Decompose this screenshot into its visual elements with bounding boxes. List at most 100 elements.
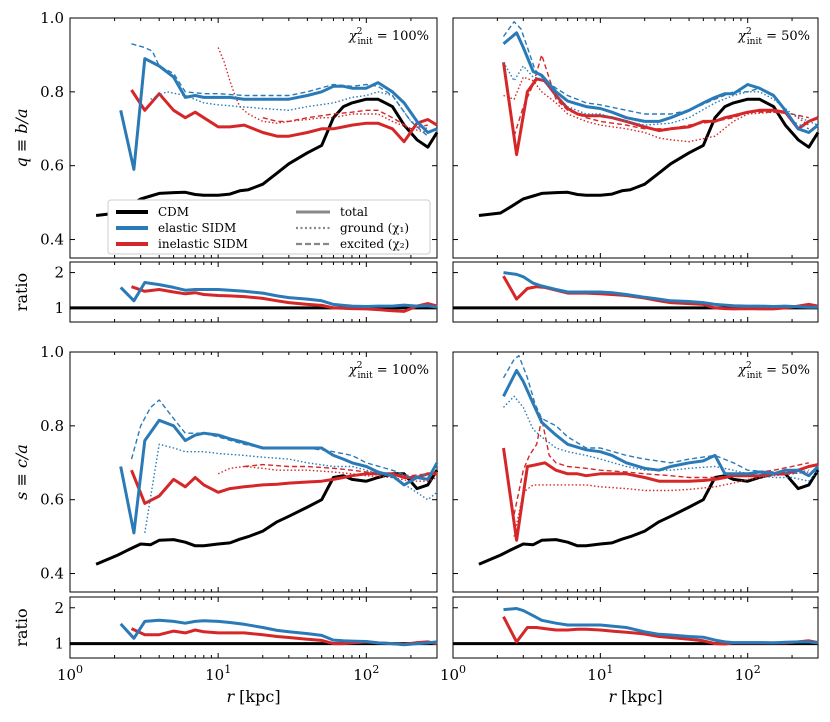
x-tick-exponent: 2	[372, 663, 379, 676]
ratio-axes-frame	[69, 261, 438, 323]
x-tick-base: 10	[205, 666, 224, 684]
x-tick-base: 10	[353, 666, 372, 684]
x-tick-label: 100	[57, 663, 83, 684]
y-tick-label: 0.8	[40, 417, 64, 435]
ratio-inelastic-line	[131, 285, 438, 313]
panel-annotation: χ2 init = 100%	[348, 27, 429, 47]
annotation-sup: 2	[357, 27, 363, 37]
annotation-value: = 50%	[762, 363, 810, 378]
ratio-y-tick-label: 2	[54, 264, 64, 282]
ratio-axes-frame	[69, 596, 438, 659]
x-tick-label: 102	[735, 663, 761, 684]
panel-s-1: χ2 init = 50%100 101 102	[440, 351, 820, 684]
x-tick-label: 101	[205, 663, 231, 684]
x-axis-label-unit: [kpc]	[234, 687, 280, 706]
x-tick-exponent: 0	[76, 663, 83, 676]
elastic-excited-line	[131, 43, 429, 137]
elastic-excited-line	[502, 355, 809, 475]
legend-label-excited: excited (χ₂)	[340, 237, 409, 251]
ratio-axes-frame	[452, 596, 819, 659]
annotation-value: = 100%	[373, 29, 429, 44]
cdm-total-line	[478, 469, 820, 566]
cdm-total-line	[95, 469, 439, 566]
panel-annotation: χ2 init = 100%	[348, 361, 429, 381]
main-axes-frame	[69, 17, 438, 259]
legend-label-inelastic: inelastic SIDM	[158, 237, 248, 251]
y-tick-label: 0.4	[40, 565, 64, 583]
y-tick-label: 0.8	[40, 83, 64, 101]
elastic-total-line	[119, 57, 438, 171]
x-tick-base: 10	[57, 666, 76, 684]
elastic-ground-line	[502, 61, 819, 126]
legend-label-cdm: CDM	[158, 205, 189, 219]
annotation-chi: χ	[348, 363, 358, 378]
x-axis-label-var: r	[608, 687, 617, 706]
annotation-sub: init	[747, 37, 763, 47]
x-axis-label: r [kpc]	[226, 687, 280, 706]
legend-label-ground: ground (χ₁)	[340, 221, 409, 235]
elastic-total-line	[119, 418, 439, 535]
ratio-y-tick-label: 2	[54, 599, 64, 617]
annotation-sup: 2	[746, 27, 752, 37]
annotation-value: = 50%	[762, 29, 810, 44]
inelastic-excited-line	[513, 417, 809, 515]
cdm-total-line	[95, 97, 439, 217]
elastic-ground-line	[144, 443, 438, 534]
ratio-elastic-line	[503, 271, 818, 309]
x-tick-label: 100	[440, 663, 466, 684]
y-tick-label: 0.6	[40, 491, 64, 509]
x-tick-base: 10	[587, 666, 606, 684]
inelastic-ground-line	[503, 76, 810, 143]
panel-annotation: χ2 init = 50%	[737, 27, 810, 47]
elastic-total-line	[502, 31, 819, 134]
y-tick-label: 0.4	[40, 231, 64, 249]
panel-q-0: 0.40.60.81.0χ2 init = 100%12	[40, 9, 439, 323]
inelastic-total-line	[130, 89, 438, 144]
ratio-elastic-line	[119, 618, 438, 647]
ratio-axes-frame	[452, 261, 819, 323]
elastic-excited-line	[502, 21, 810, 130]
annotation-sub: init	[358, 37, 374, 47]
legend: CDM elastic SIDM inelastic SIDM total ground…	[107, 199, 431, 255]
annotation-chi: χ	[737, 29, 747, 44]
x-axis-label-var: r	[226, 687, 235, 706]
x-tick-exponent: 2	[754, 663, 761, 676]
y-tick-label: 0.6	[40, 157, 64, 175]
panel-annotation: χ2 init = 50%	[737, 361, 810, 381]
legend-label-elastic: elastic SIDM	[158, 221, 236, 235]
inelastic-excited-line	[262, 109, 428, 130]
cdm-total-line	[478, 97, 820, 217]
annotation-chi: χ	[348, 29, 358, 44]
elastic-ground-line	[150, 91, 429, 130]
ratio-inelastic-line	[502, 275, 819, 311]
x-tick-label: 101	[587, 663, 613, 684]
annotation-chi: χ	[737, 363, 747, 378]
x-tick-exponent: 1	[224, 663, 231, 676]
y-axis-label-q: q ≡ b/a	[12, 109, 31, 168]
ratio-y-tick-label: 1	[54, 635, 64, 653]
elastic-total-line	[502, 369, 820, 478]
y-tick-label: 1.0	[40, 343, 64, 361]
x-tick-base: 10	[735, 666, 754, 684]
legend-label-total: total	[340, 205, 368, 219]
inelastic-ground-line	[513, 471, 809, 537]
legend-box	[107, 199, 431, 255]
inelastic-total-line	[130, 469, 437, 505]
ratio-axis-label-q: ratio	[12, 273, 31, 311]
ratio-y-tick-label: 1	[54, 299, 64, 317]
y-tick-label: 1.0	[40, 9, 64, 27]
inelastic-ground-line	[217, 47, 428, 134]
x-axis-label: r [kpc]	[608, 687, 662, 706]
x-tick-base: 10	[440, 666, 459, 684]
inelastic-excited-line	[244, 463, 438, 477]
elastic-ground-line	[502, 395, 819, 482]
panel-q-1: χ2 init = 50%	[452, 17, 820, 323]
x-tick-exponent: 0	[459, 663, 466, 676]
annotation-value: = 100%	[373, 363, 429, 378]
ratio-axis-label-s: ratio	[12, 608, 31, 646]
x-tick-exponent: 1	[606, 663, 613, 676]
annotation-sub: init	[358, 371, 374, 381]
x-axis-label-unit: [kpc]	[616, 687, 662, 706]
